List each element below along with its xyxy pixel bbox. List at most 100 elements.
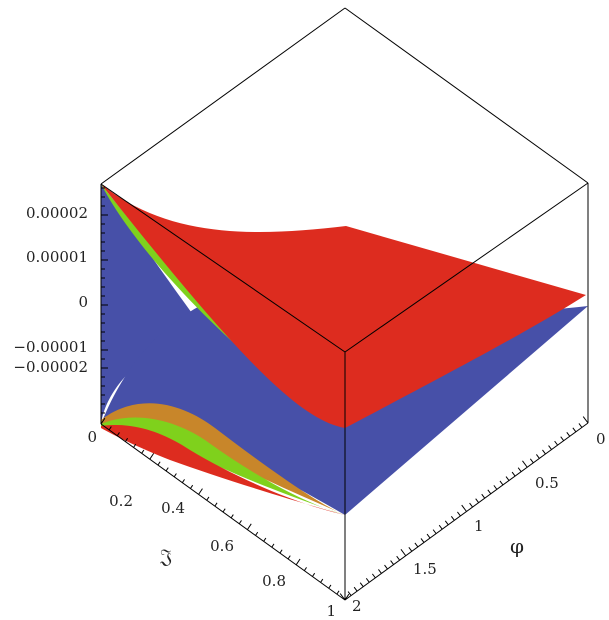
y-axis-tick: [339, 593, 346, 601]
y-axis-tick: [522, 460, 528, 468]
x-axis-tick: [312, 572, 316, 577]
y-axis-tick: [582, 416, 589, 424]
surface-band-green: [101, 417, 345, 515]
y-tick-label: 1.5: [413, 560, 437, 578]
y-axis-tick: [475, 498, 480, 503]
x-axis-tick: [295, 558, 301, 566]
surface-red: [101, 184, 586, 428]
x-axis-tick: [173, 473, 177, 478]
y-axis-tick: [426, 533, 431, 539]
x-axis-tick: [206, 496, 210, 501]
x-axis-tick: [336, 590, 340, 595]
y-axis: 0 0.5 1 1.5 2 φ: [352, 430, 606, 615]
y-axis-tick: [578, 423, 583, 428]
y-tick-label: 0.5: [535, 474, 559, 492]
y-tick-label: 1: [474, 517, 484, 535]
x-tick-label: 0.2: [109, 492, 133, 510]
x-axis: 0 0.2 0.4 0.6 0.8 1 𝔍: [87, 428, 336, 620]
x-axis-tick: [214, 502, 218, 507]
y-axis-tick: [572, 427, 577, 433]
y-axis-tick: [493, 485, 498, 490]
surfaces: [101, 184, 588, 515]
x-axis-tick: [181, 479, 185, 483]
x-tick-label: 1: [326, 602, 336, 620]
y-axis-tick: [529, 458, 534, 464]
surface-band-orange: [101, 403, 345, 515]
y-axis-tick: [438, 524, 443, 530]
z-tick-label: −0.00001: [13, 338, 88, 356]
y-axis-tick: [560, 436, 565, 442]
x-axis-title: 𝔍: [159, 544, 172, 568]
z-tick-label: 0.00001: [26, 248, 88, 266]
y-axis-title: φ: [510, 534, 524, 558]
x-axis-tick: [287, 555, 291, 560]
y-axis-tick: [505, 476, 510, 481]
x-tick-label: 0: [87, 428, 97, 446]
x-axis-tick: [344, 593, 350, 601]
z-tick-label: 0.00002: [26, 204, 88, 222]
surface-band-red-small: [101, 425, 345, 515]
x-axis-tick: [263, 537, 267, 542]
axis-ticks: [100, 187, 589, 601]
x-axis-tick: [271, 543, 275, 548]
y-axis-tick: [400, 549, 407, 557]
y-axis-tick: [378, 569, 382, 574]
x-axis-tick: [133, 443, 137, 448]
y-axis-tick: [365, 577, 370, 583]
x-tick-label: 0.6: [210, 537, 234, 555]
x-axis-tick: [222, 508, 226, 513]
y-axis-tick: [461, 504, 467, 512]
y-axis-tick: [444, 520, 449, 526]
y-axis-tick: [481, 493, 486, 499]
y-axis-tick: [384, 564, 388, 570]
z-tick-label: −0.00002: [13, 358, 88, 376]
x-axis-tick: [100, 417, 106, 425]
y-axis-tick: [371, 573, 376, 579]
x-axis-tick: [230, 514, 234, 519]
x-tick-label: 0.8: [262, 572, 286, 590]
x-axis-tick: [190, 484, 194, 489]
z-tick-label: 0: [78, 293, 88, 311]
y-axis-tick: [566, 431, 571, 437]
y-axis-tick: [432, 529, 437, 534]
y-axis-tick: [347, 591, 352, 596]
y-axis-tick: [517, 467, 522, 472]
y-axis-tick: [536, 454, 540, 459]
y-axis-tick: [548, 445, 552, 450]
x-axis-tick: [328, 584, 332, 589]
y-axis-tick: [450, 516, 455, 521]
x-axis-tick: [320, 578, 324, 583]
x-axis-tick: [141, 449, 145, 454]
y-axis-tick: [396, 555, 401, 561]
y-axis-tick: [554, 440, 559, 446]
x-axis-tick: [279, 549, 283, 554]
y-axis-tick: [511, 471, 516, 477]
y-axis-tick: [469, 502, 473, 508]
x-axis-tick: [124, 438, 129, 442]
y-axis-tick: [420, 538, 425, 543]
x-axis-tick: [198, 488, 203, 495]
x-axis-tick: [157, 461, 161, 466]
y-axis-tick: [542, 449, 546, 455]
y-axis-tick: [353, 586, 358, 592]
y-axis-tick: [457, 511, 461, 517]
y-axis-tick: [487, 489, 492, 495]
y-axis-tick: [408, 547, 413, 552]
x-axis-tick: [116, 432, 120, 437]
y-axis-tick: [359, 582, 364, 588]
x-axis-tick: [255, 531, 259, 536]
y-axis-tick: [414, 542, 419, 548]
y-tick-label: 0: [596, 430, 606, 448]
x-axis-tick: [165, 467, 169, 472]
x-axis-tick: [246, 523, 252, 530]
y-axis-tick: [390, 560, 395, 565]
x-axis-tick: [108, 426, 112, 431]
x-axis-tick: [303, 567, 307, 571]
y-axis-tick: [499, 480, 504, 486]
x-axis-tick: [149, 453, 155, 460]
z-axis: 0.00002 0.00001 0 −0.00001 −0.00002: [13, 184, 102, 424]
x-tick-label: 0.4: [161, 499, 185, 517]
x-axis-tick: [238, 520, 242, 525]
y-tick-label: 2: [352, 597, 362, 615]
